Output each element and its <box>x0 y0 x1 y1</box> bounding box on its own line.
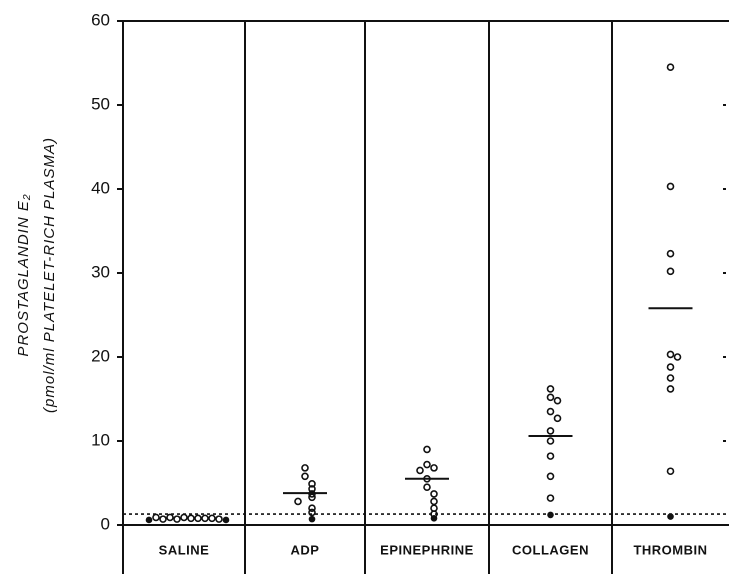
open-point <box>173 515 181 523</box>
open-point <box>187 514 195 523</box>
open-point <box>546 427 555 435</box>
filled-point <box>145 516 153 524</box>
y-tick-label: 0 <box>101 514 110 533</box>
open-point <box>666 363 675 371</box>
open-point <box>546 393 555 402</box>
open-point <box>666 374 675 382</box>
open-point <box>430 464 438 472</box>
open-point <box>423 483 431 492</box>
open-point <box>666 63 675 71</box>
y-tick-label: 10 <box>91 430 110 449</box>
open-point <box>423 460 431 469</box>
open-point <box>308 485 316 493</box>
open-point <box>666 385 675 393</box>
open-point <box>308 508 316 517</box>
open-point <box>180 513 188 522</box>
y-tick-label: 20 <box>91 346 110 365</box>
open-point <box>416 466 424 475</box>
y-tick-label: 60 <box>91 10 110 29</box>
open-point <box>666 182 675 191</box>
open-point <box>308 504 316 513</box>
open-point <box>546 472 555 481</box>
open-point <box>553 414 562 423</box>
open-point <box>159 515 167 523</box>
open-point <box>546 437 555 445</box>
open-point <box>430 497 438 506</box>
open-point <box>666 467 675 476</box>
open-point <box>215 515 223 523</box>
open-point <box>166 513 174 522</box>
x-tick-label: SALINE <box>159 542 210 557</box>
open-point <box>294 497 302 506</box>
open-point <box>194 514 202 523</box>
open-point <box>546 494 555 502</box>
open-point <box>152 513 160 522</box>
filled-point <box>222 516 230 524</box>
open-point <box>208 514 216 523</box>
filled-point <box>308 515 316 523</box>
open-point <box>666 249 675 258</box>
x-tick-label: COLLAGEN <box>512 542 589 557</box>
filled-point <box>547 511 554 519</box>
open-point <box>308 493 316 502</box>
open-point <box>430 490 438 498</box>
x-tick-label: THROMBIN <box>633 542 707 557</box>
filled-point <box>667 513 674 520</box>
open-point <box>308 480 316 488</box>
filled-point <box>430 514 438 522</box>
x-tick-label: EPINEPHRINE <box>380 542 474 557</box>
y-axis-label: PROSTAGLANDIN E₂ <box>15 193 32 356</box>
y-tick-label: 40 <box>91 178 110 197</box>
open-point <box>546 452 555 460</box>
open-point <box>553 396 562 405</box>
open-point <box>201 514 209 523</box>
x-tick-label: ADP <box>291 542 320 557</box>
open-point <box>666 267 675 276</box>
open-point <box>301 472 309 481</box>
open-point <box>423 445 431 454</box>
y-tick-label: 50 <box>91 94 110 113</box>
y-tick-label: 30 <box>91 262 110 281</box>
open-point <box>546 385 555 393</box>
y-axis-units: (pmol/ml PLATELET-RICH PLASMA) <box>41 137 58 413</box>
open-point <box>673 353 682 361</box>
open-point <box>301 464 309 472</box>
open-point <box>666 350 675 359</box>
open-point <box>546 407 555 416</box>
